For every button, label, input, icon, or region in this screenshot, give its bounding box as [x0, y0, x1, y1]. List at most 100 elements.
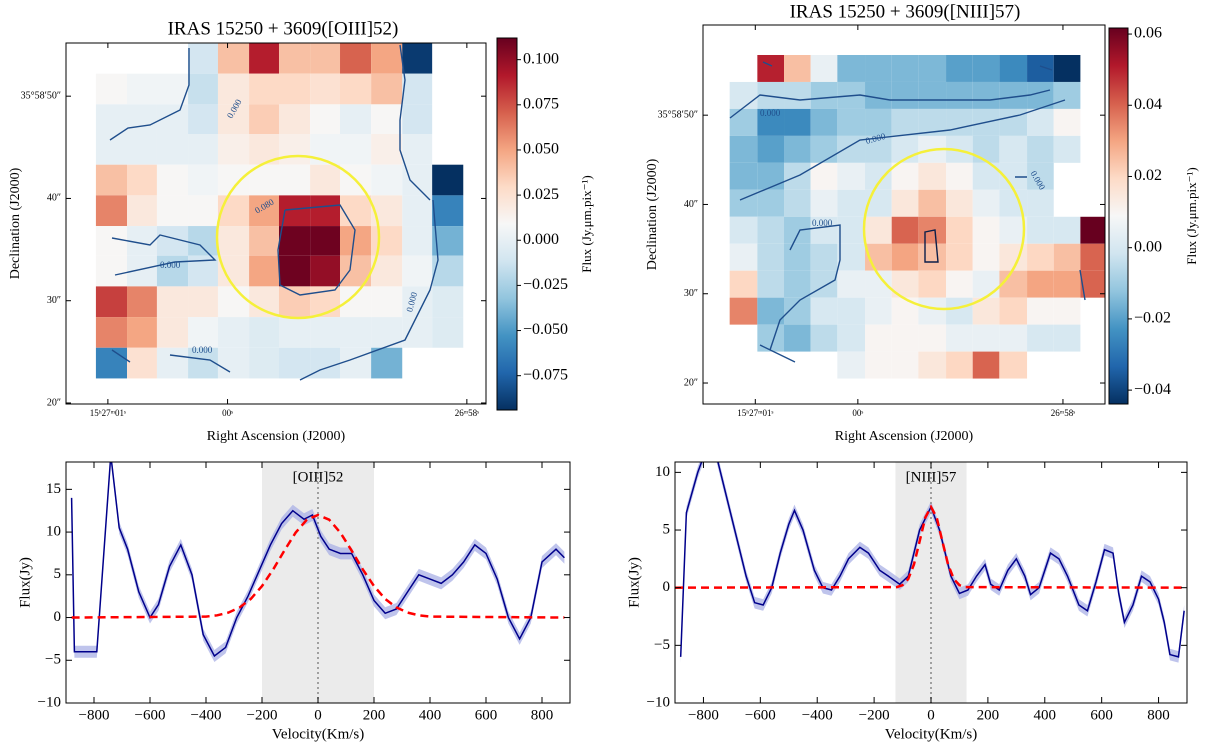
colorbar-tick-label: 0.02 [1134, 167, 1162, 184]
colorbar [1109, 28, 1128, 404]
y-axis-label: Declination (J2000) [645, 158, 660, 270]
x-tick-label: 15ʰ27ᵐ01ˢ [737, 408, 773, 418]
heat-cell [340, 134, 371, 165]
x-tick-label: 00ˢ [222, 408, 233, 418]
heat-cell [157, 134, 188, 165]
heat-cell [811, 136, 838, 163]
panel [730, 55, 1105, 379]
heat-cell [1054, 244, 1081, 271]
heat-cell [218, 43, 249, 74]
heat-cell [218, 165, 249, 196]
heat-cell [432, 317, 463, 348]
y-tick-label: −10 [38, 694, 61, 710]
heat-cell [1027, 271, 1054, 298]
heat-cell [127, 104, 157, 134]
heat-cell [371, 104, 402, 134]
colorbar-tick-label: 0.04 [1134, 96, 1162, 113]
heat-cell [837, 163, 865, 190]
heat-cell [340, 74, 371, 105]
heat-cell [1054, 136, 1081, 163]
chart-title: IRAS 15250 + 3609([OIII]52) [168, 18, 399, 39]
colorbar-tick-label: 0.025 [523, 186, 559, 203]
heat-cell [310, 104, 340, 134]
heat-cell [249, 348, 279, 379]
heat-cell [892, 190, 919, 217]
heat-cell [340, 317, 371, 348]
heat-cell [811, 190, 838, 217]
heat-cell [999, 298, 1027, 325]
heat-cell [837, 217, 865, 244]
heat-cell [371, 74, 402, 105]
heat-cell [188, 74, 218, 105]
heat-cell [310, 165, 340, 196]
heat-cell [402, 195, 432, 226]
y-tick-label: −5 [654, 637, 670, 653]
heat-cell [892, 217, 919, 244]
panel [72, 449, 565, 703]
colorbar-tick-label: 0.050 [523, 141, 559, 158]
x-axis-label: Velocity(Km/s) [885, 726, 977, 742]
plot-area [72, 449, 565, 703]
colorbar-tick-label: −0.050 [523, 321, 568, 338]
heat-cell [865, 55, 892, 82]
heat-cell [188, 286, 218, 317]
heat-cell [946, 352, 973, 379]
heat-cell [432, 256, 463, 287]
heat-cell [837, 271, 865, 298]
y-tick-label: 40″ [684, 199, 698, 210]
heat-cell [811, 244, 838, 271]
y-tick-label: 30″ [47, 295, 61, 306]
heat-cell [279, 43, 310, 74]
heat-cell [892, 298, 919, 325]
x-tick-label: 800 [531, 707, 554, 723]
heat-cell [757, 55, 784, 82]
x-tick-label: 26ᵐ58ˢ [1051, 408, 1075, 418]
heat-cell [188, 43, 218, 74]
heat-cell [1027, 325, 1054, 352]
heat-cell [157, 286, 188, 317]
heat-cell [892, 352, 919, 379]
heat-cell [892, 82, 919, 109]
heat-cell [340, 104, 371, 134]
heat-cell [218, 317, 249, 348]
x-tick-label: 15ʰ27ᵐ01ˢ [90, 408, 126, 418]
heat-cell [96, 74, 127, 105]
heat-cell [865, 163, 892, 190]
heat-cell [837, 325, 865, 352]
heat-cell [279, 74, 310, 105]
x-tick-label: 600 [1090, 707, 1113, 723]
heat-cell [892, 244, 919, 271]
heat-cell [1027, 55, 1054, 82]
heat-cell [784, 325, 811, 352]
x-tick-label: 200 [977, 707, 1000, 723]
heat-cell [946, 163, 973, 190]
heat-cell [946, 325, 973, 352]
heat-cell [918, 271, 946, 298]
y-tick-label: 10 [46, 524, 61, 540]
heat-cell [784, 244, 811, 271]
heat-cell [811, 298, 838, 325]
heat-cell [946, 190, 973, 217]
x-tick-label: −600 [135, 707, 166, 723]
y-axis-label: Flux(Jy) [626, 557, 642, 608]
x-tick-label: 400 [419, 707, 442, 723]
heat-cell [96, 348, 127, 379]
heat-cell [96, 286, 127, 317]
heat-cell [1054, 271, 1081, 298]
heat-cell [784, 55, 811, 82]
colorbar-tick-label: 0.06 [1134, 25, 1162, 42]
heat-cell [811, 82, 838, 109]
x-tick-label: −400 [191, 707, 222, 723]
heat-cell [188, 317, 218, 348]
heat-cell [999, 55, 1027, 82]
heat-cell [1027, 136, 1054, 163]
heat-cell [973, 82, 1000, 109]
x-axis-label: Right Ascension (J2000) [207, 429, 346, 444]
heat-cell [218, 256, 249, 287]
heat-cell [279, 134, 310, 165]
x-tick-label: −600 [745, 707, 776, 723]
heat-cell [1054, 109, 1081, 136]
heat-cell [1027, 244, 1054, 271]
heat-cell [188, 134, 218, 165]
colorbar-tick-label: −0.02 [1134, 310, 1171, 327]
